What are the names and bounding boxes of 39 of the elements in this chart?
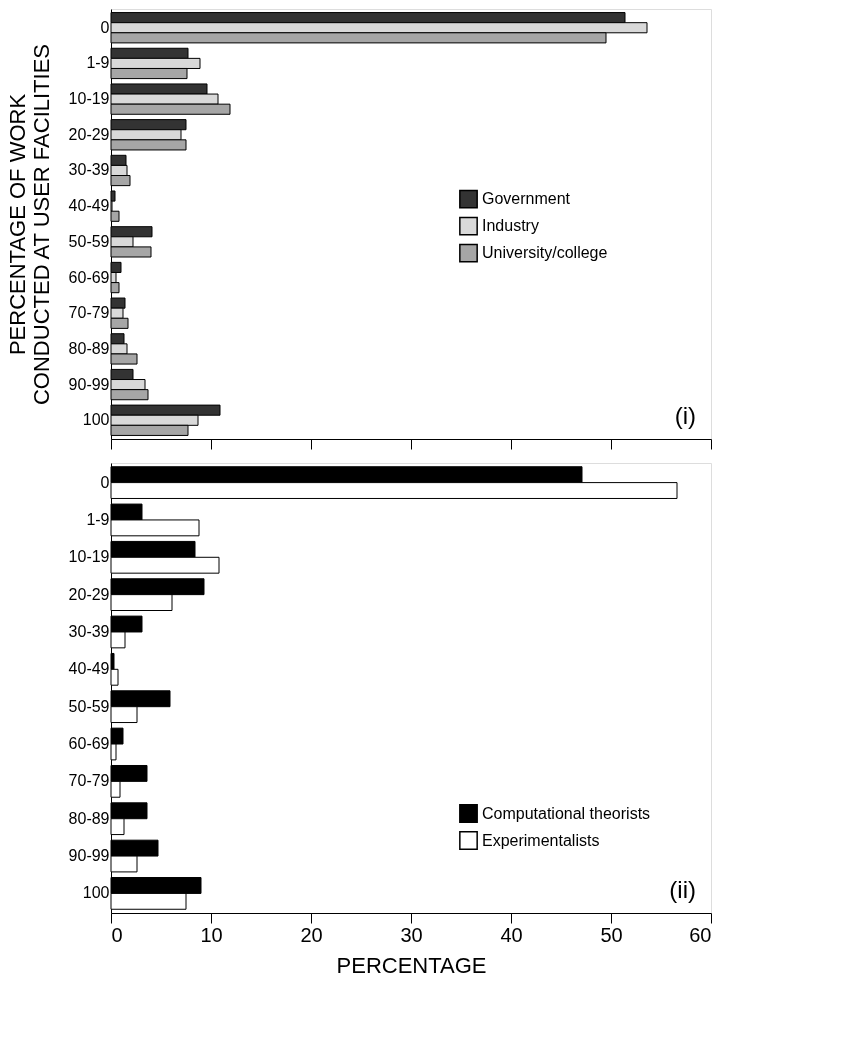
y-tick-label: 10-19 [68,548,110,566]
annotation: (i) [674,402,696,429]
x-tick-label: 60 [689,923,712,946]
y-tick-label: 40-49 [68,197,110,215]
y-tick-label: 1-9 [86,510,110,528]
y-tick-label: 50-59 [68,697,110,715]
legend-label: Experimentalists [482,831,600,849]
y-tick-label: 80-89 [68,809,110,827]
legend-label: Government [482,190,571,208]
y-tick-label: 30-39 [68,622,110,640]
y-tick-label: 50-59 [68,232,110,250]
y-tick-label: 60-69 [68,268,110,286]
y-tick-label: 100 [82,884,110,902]
y-tick-label: 60-69 [68,735,110,753]
y-tick-label: 80-89 [68,339,110,357]
y-tick-label: 90-99 [68,847,110,865]
x-tick-label: 40 [500,923,523,946]
y-tick-label: 30-39 [68,161,110,179]
y-tick-label: 20-29 [68,125,110,143]
y-tick-label: 70-79 [68,304,110,322]
y-tick-label: 10-19 [68,90,110,108]
x-tick-label: 50 [600,923,623,946]
legend-label: Computational theorists [482,804,651,822]
x-tick-label: 20 [300,923,323,946]
y-tick-label: 40-49 [68,660,110,678]
y-tick-label: 0 [100,473,110,491]
y-tick-label: 70-79 [68,772,110,790]
x-tick-label: 10 [200,923,223,946]
y-tick-label: 0 [100,18,110,36]
y-tick-label: 90-99 [68,375,110,393]
x-axis-title: PERCENTAGE [336,952,487,978]
legend-label: University/college [482,244,608,262]
y-tick-label: 100 [82,411,110,429]
x-tick-label: 30 [400,923,423,946]
y-axis-title: PERCENTAGE OF WORK CONDUCTED AT USER FACILITIES [4,43,54,406]
y-tick-label: 1-9 [86,54,110,72]
annotation: (ii) [669,876,696,903]
y-tick-label: 20-29 [68,585,110,603]
legend-label: Industry [482,217,539,235]
